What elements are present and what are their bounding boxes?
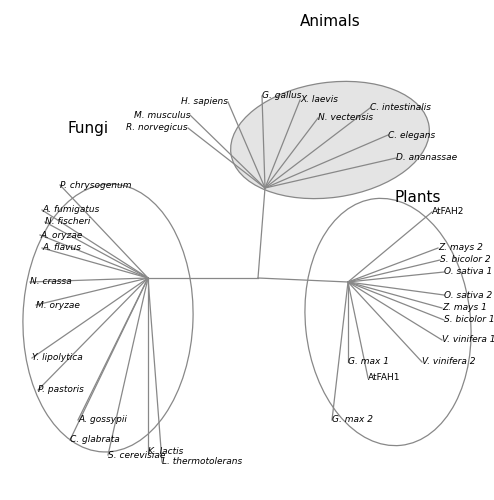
Text: D. ananassae: D. ananassae xyxy=(396,154,457,162)
Text: A. fumigatus: A. fumigatus xyxy=(42,206,99,214)
Text: Y. lipolytica: Y. lipolytica xyxy=(32,354,83,362)
Text: Animals: Animals xyxy=(300,14,361,30)
Text: H. sapiens: H. sapiens xyxy=(181,98,228,106)
Text: S. cerevisiae: S. cerevisiae xyxy=(108,450,165,460)
Text: R. norvegicus: R. norvegicus xyxy=(126,124,188,132)
Text: S. bicolor 1: S. bicolor 1 xyxy=(444,316,494,324)
Text: N. vectensis: N. vectensis xyxy=(318,114,373,122)
Text: S. bicolor 2: S. bicolor 2 xyxy=(440,256,491,264)
Text: AtFAH2: AtFAH2 xyxy=(432,208,464,216)
Ellipse shape xyxy=(23,184,193,452)
Text: A. oryzae: A. oryzae xyxy=(40,230,82,239)
Text: Z. mays 2: Z. mays 2 xyxy=(438,244,483,252)
Text: C. intestinalis: C. intestinalis xyxy=(370,104,431,112)
Text: M. musculus: M. musculus xyxy=(133,110,190,120)
Text: M. oryzae: M. oryzae xyxy=(36,300,80,310)
Text: G. max 2: G. max 2 xyxy=(332,416,373,424)
Text: C. glabrata: C. glabrata xyxy=(70,436,120,444)
Text: G. max 1: G. max 1 xyxy=(348,358,389,366)
Text: G. gallus: G. gallus xyxy=(262,92,301,100)
Text: O. sativa 1: O. sativa 1 xyxy=(444,268,492,276)
Text: K. lactis: K. lactis xyxy=(148,448,183,456)
Text: V. vinifera 1: V. vinifera 1 xyxy=(442,336,494,344)
Text: P. chrysogenum: P. chrysogenum xyxy=(60,180,131,190)
Text: X. laevis: X. laevis xyxy=(300,96,338,104)
Text: N. crassa: N. crassa xyxy=(30,278,72,286)
Ellipse shape xyxy=(305,198,471,446)
Text: C. elegans: C. elegans xyxy=(388,130,435,140)
Text: P. pastoris: P. pastoris xyxy=(38,386,84,394)
Text: N. fischeri: N. fischeri xyxy=(45,218,90,226)
Text: Z. mays 1: Z. mays 1 xyxy=(442,304,487,312)
Text: A. flavus: A. flavus xyxy=(42,244,81,252)
Text: Fungi: Fungi xyxy=(68,120,109,136)
Ellipse shape xyxy=(231,82,429,198)
Text: L. thermotolerans: L. thermotolerans xyxy=(162,458,242,466)
Text: Plants: Plants xyxy=(395,190,441,206)
Text: AtFAH1: AtFAH1 xyxy=(368,374,401,382)
Text: A. gossypii: A. gossypii xyxy=(78,416,127,424)
Text: V. vinifera 2: V. vinifera 2 xyxy=(422,358,476,366)
Text: O. sativa 2: O. sativa 2 xyxy=(444,290,492,300)
